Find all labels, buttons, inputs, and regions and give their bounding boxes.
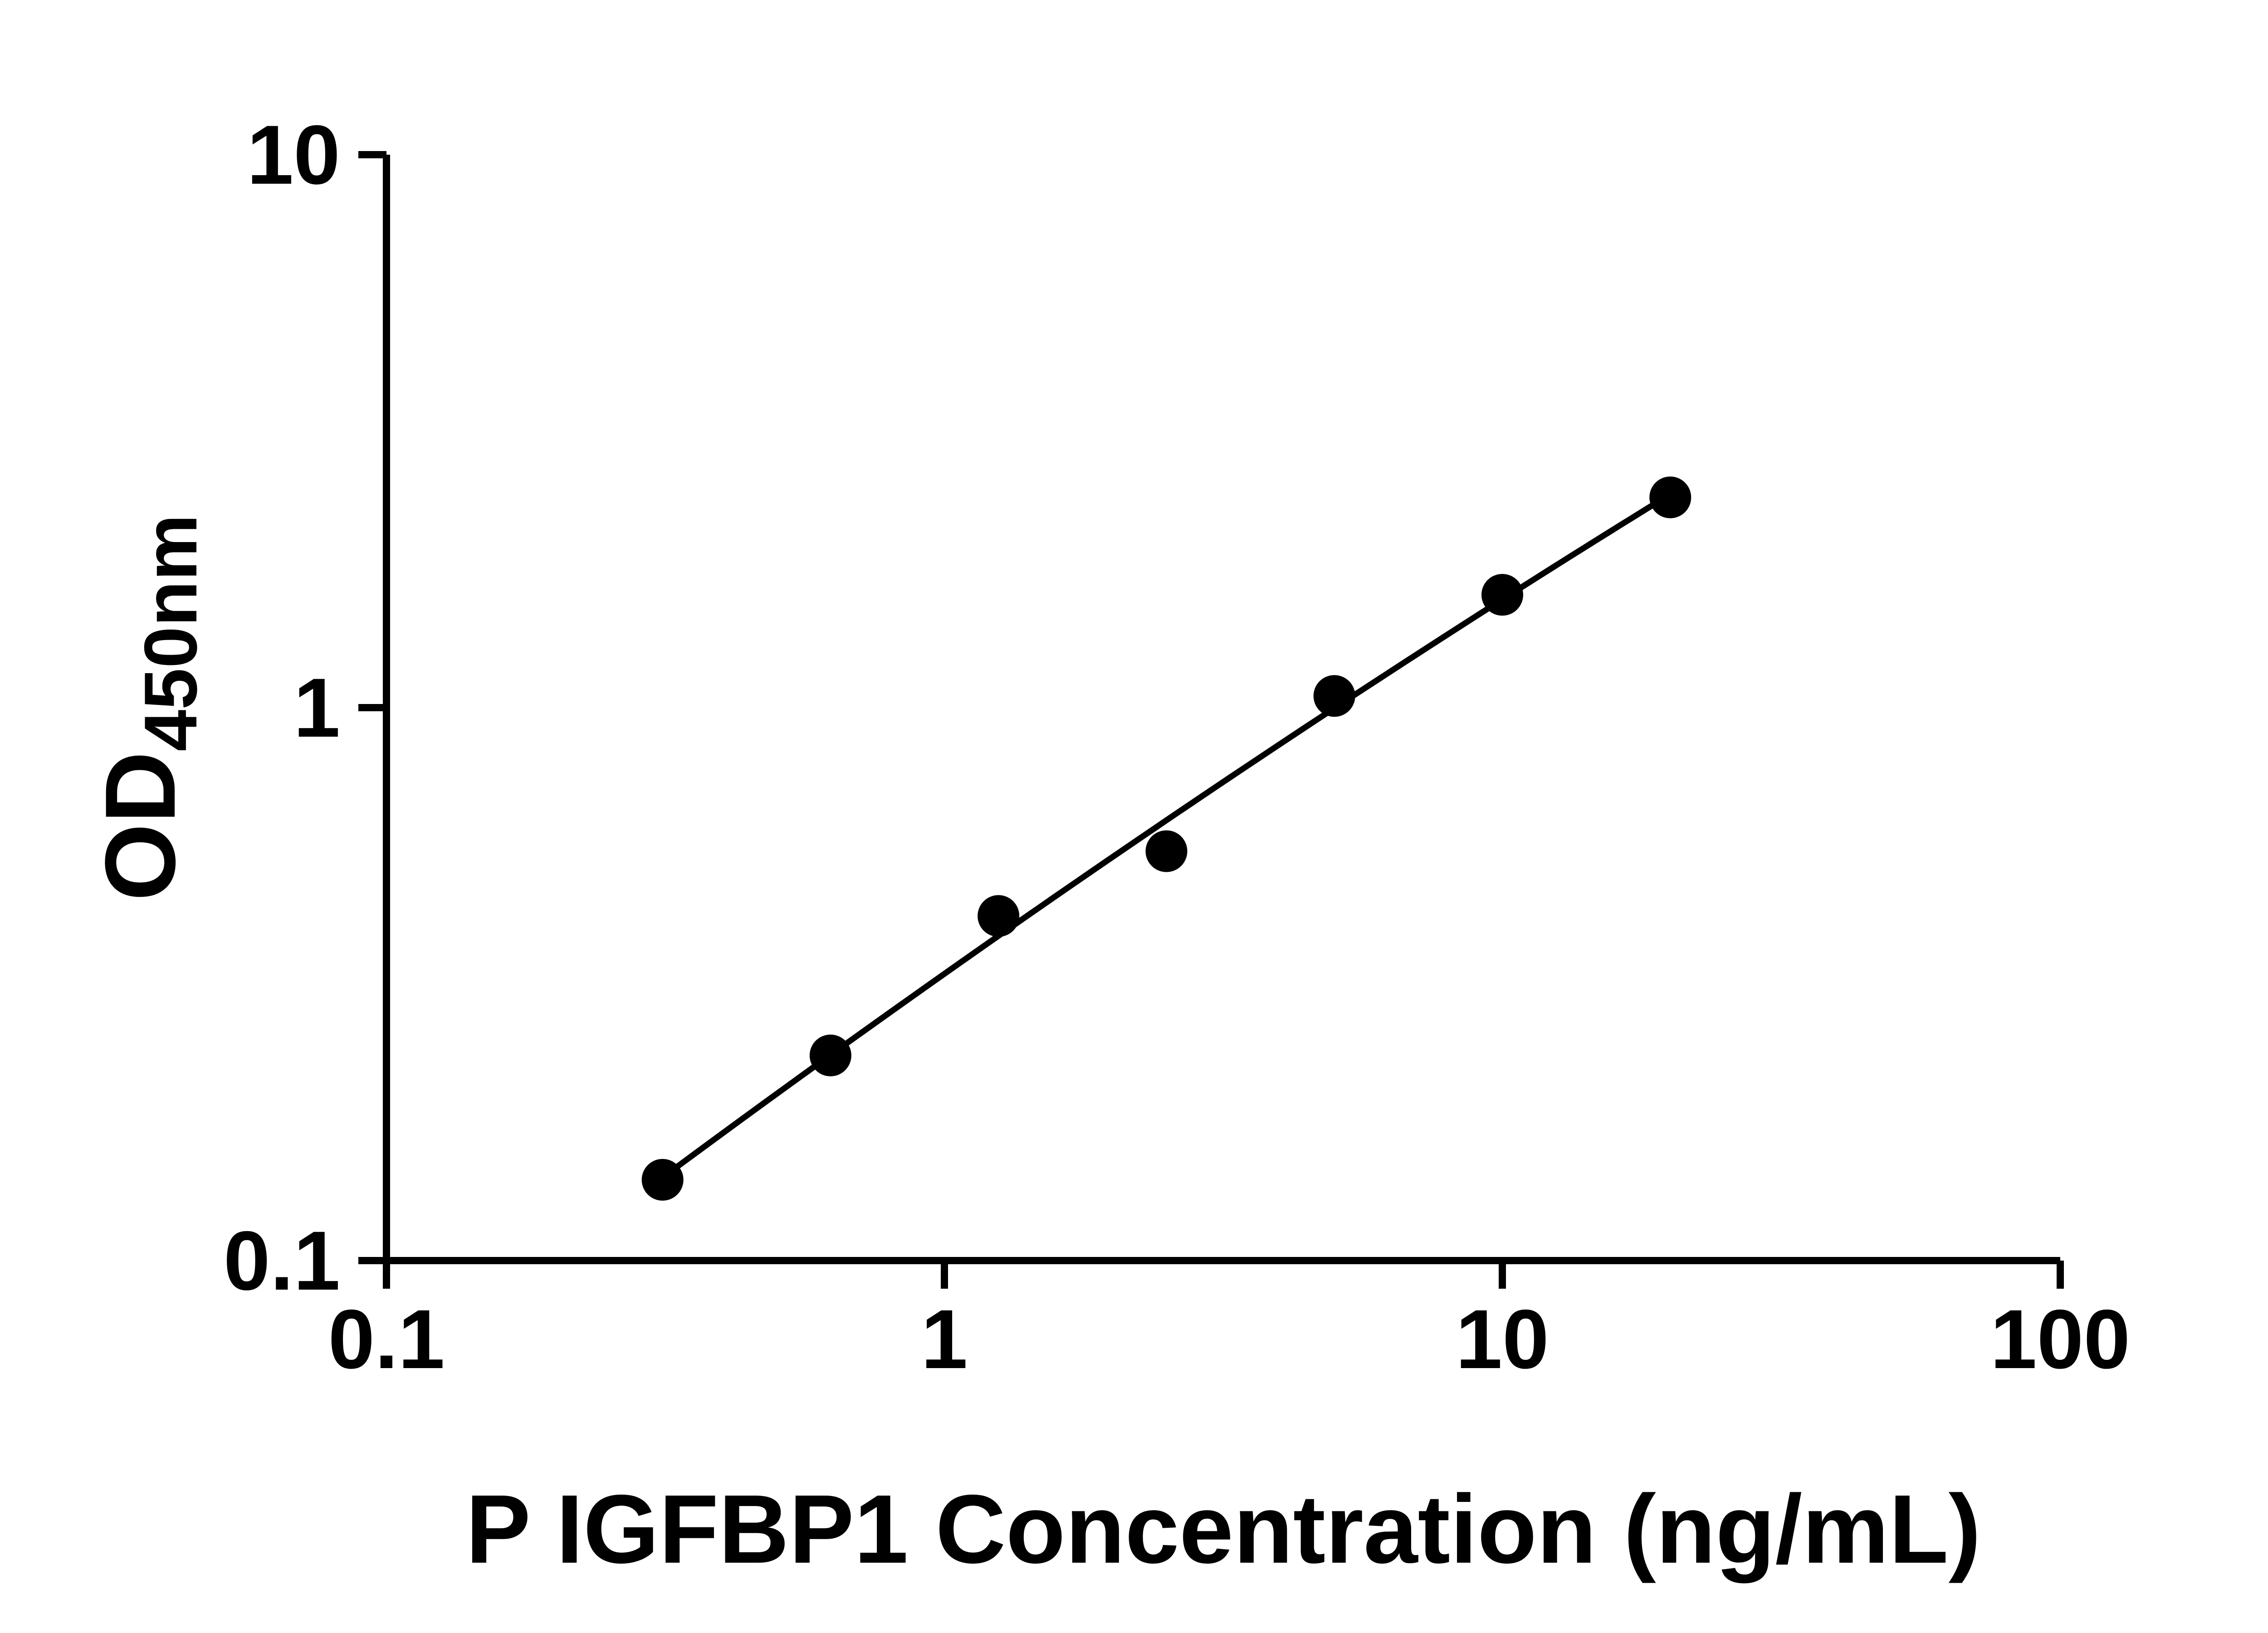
y-axis-title-main: OD bbox=[84, 751, 196, 901]
x-axis-title: P IGFBP1 Concentration (ng/mL) bbox=[466, 1474, 1981, 1584]
data-point bbox=[1481, 574, 1523, 616]
x-tick-label: 1 bbox=[921, 1293, 968, 1386]
y-tick-label: 10 bbox=[247, 108, 340, 202]
data-point bbox=[1145, 830, 1188, 872]
y-tick-label: 0.1 bbox=[224, 1214, 340, 1308]
data-point bbox=[641, 1159, 684, 1201]
y-axis-title: OD450nm bbox=[84, 514, 212, 901]
y-tick-label: 1 bbox=[293, 661, 340, 755]
data-point bbox=[809, 1034, 851, 1076]
x-tick-label: 100 bbox=[1990, 1293, 2131, 1386]
data-point bbox=[1649, 476, 1691, 518]
data-point bbox=[1313, 675, 1355, 717]
axes-spines bbox=[383, 155, 2060, 1264]
data-point bbox=[978, 895, 1020, 937]
y-axis-title-subscript: 450nm bbox=[129, 514, 212, 752]
x-tick-label: 0.1 bbox=[328, 1293, 445, 1386]
x-tick-label: 10 bbox=[1456, 1293, 1549, 1386]
